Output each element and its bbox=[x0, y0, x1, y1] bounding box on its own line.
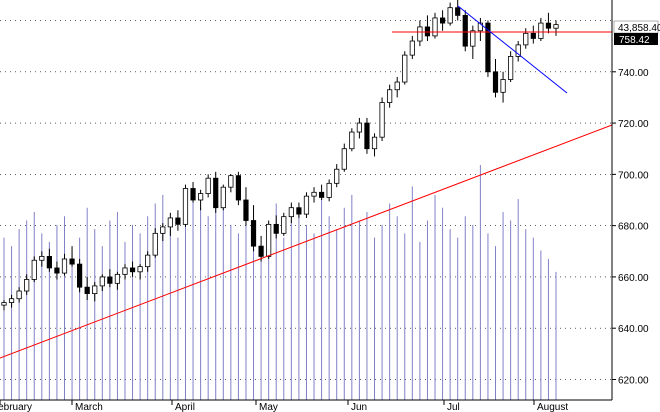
candle-up bbox=[288, 207, 294, 218]
candle-down bbox=[77, 263, 83, 288]
y-tick-label: 640.00 bbox=[618, 324, 649, 335]
y-tick-label: 680.00 bbox=[618, 222, 649, 233]
candle-down bbox=[46, 256, 52, 269]
candle-up bbox=[538, 22, 544, 39]
candle-up bbox=[303, 195, 310, 215]
candle-up bbox=[160, 226, 166, 234]
candles bbox=[1, 0, 559, 311]
candle-down bbox=[545, 22, 552, 29]
candle-up bbox=[220, 186, 226, 209]
candle-up bbox=[417, 26, 423, 42]
candle-down bbox=[492, 71, 499, 93]
candle-down bbox=[273, 223, 279, 234]
y-tick-label: 700.00 bbox=[618, 170, 649, 181]
candle-up bbox=[182, 188, 189, 225]
candle-up bbox=[379, 102, 385, 138]
x-tick-label: February bbox=[0, 402, 32, 412]
candle-up bbox=[16, 290, 22, 300]
candle-up bbox=[8, 298, 15, 303]
candle-up bbox=[99, 276, 105, 287]
time-axis: February March April May Jun Jul August bbox=[0, 400, 568, 412]
candle-down bbox=[107, 276, 113, 284]
candle-up bbox=[356, 122, 362, 133]
candle-down bbox=[530, 32, 536, 39]
candle-down bbox=[439, 17, 446, 24]
y-tick-label: 740.00 bbox=[618, 68, 649, 79]
candle-down bbox=[84, 286, 90, 294]
y-tick-label: 720.00 bbox=[618, 119, 649, 130]
candle-up bbox=[447, 7, 453, 24]
candle-up bbox=[470, 30, 476, 47]
x-tick-label: Jun bbox=[351, 402, 367, 412]
candle-up bbox=[371, 136, 378, 150]
candle-up bbox=[394, 81, 400, 91]
candle-up bbox=[523, 32, 529, 46]
candle-up bbox=[515, 44, 521, 57]
candle-up bbox=[311, 191, 317, 197]
candle-up bbox=[432, 17, 438, 37]
candle-down bbox=[455, 7, 461, 16]
candle-up bbox=[31, 259, 37, 280]
candle-down bbox=[462, 14, 468, 47]
candle-up bbox=[387, 89, 393, 103]
candle-up bbox=[281, 216, 287, 234]
candle-up bbox=[228, 175, 234, 188]
price-tag: 758.42 bbox=[614, 33, 658, 46]
candle-up bbox=[266, 223, 272, 257]
candle-down bbox=[54, 267, 60, 274]
candle-up bbox=[500, 79, 506, 93]
support-trendline bbox=[0, 124, 613, 359]
candle-up bbox=[205, 177, 211, 194]
candle-up bbox=[122, 267, 128, 275]
x-tick-label: March bbox=[75, 402, 103, 412]
candle-up bbox=[92, 285, 98, 294]
candle-up bbox=[114, 273, 121, 284]
candle-down bbox=[485, 22, 491, 73]
candle-up bbox=[409, 40, 415, 56]
x-tick-label: August bbox=[537, 402, 568, 412]
candle-up bbox=[326, 182, 332, 198]
candle-down bbox=[318, 191, 325, 198]
y-tick-label: 620.00 bbox=[618, 375, 649, 386]
candle-up bbox=[402, 54, 408, 83]
candle-up bbox=[334, 168, 340, 184]
candle-down bbox=[190, 188, 196, 201]
candle-down bbox=[296, 207, 302, 215]
volume-readout: 43,858.40 bbox=[618, 23, 660, 34]
candle-up bbox=[349, 131, 355, 150]
candle-up bbox=[553, 24, 559, 29]
candle-up bbox=[152, 232, 158, 256]
downtrend-line bbox=[457, 5, 568, 94]
candle-down bbox=[235, 175, 242, 201]
candle-up bbox=[167, 217, 173, 228]
candle-up bbox=[1, 302, 7, 306]
x-tick-label: May bbox=[259, 402, 278, 412]
candle-up bbox=[61, 258, 68, 274]
candle-down bbox=[258, 245, 264, 257]
price-axis: 620.00 640.00 660.00 680.00 700.00 720.00 740.… bbox=[612, 68, 649, 386]
candle-down bbox=[250, 220, 257, 247]
candle-down bbox=[175, 217, 181, 225]
candle-up bbox=[24, 279, 30, 292]
candle-up bbox=[341, 148, 347, 170]
candle-up bbox=[508, 56, 514, 80]
candle-down bbox=[424, 26, 431, 37]
candle-down bbox=[213, 177, 219, 209]
candle-up bbox=[198, 193, 204, 201]
candle-up bbox=[477, 22, 483, 32]
y-tick-label: 660.00 bbox=[618, 273, 649, 284]
candle-down bbox=[364, 122, 370, 150]
candle-down bbox=[243, 199, 249, 221]
candle-down bbox=[69, 258, 75, 265]
trendlines bbox=[0, 5, 613, 359]
candle-up bbox=[39, 256, 45, 261]
last-price-readout: 758.42 bbox=[619, 35, 650, 46]
volume-tag: 43,858.40 bbox=[613, 20, 660, 34]
x-tick-label: April bbox=[175, 402, 195, 412]
candle-up bbox=[145, 254, 151, 268]
candle-up bbox=[137, 266, 143, 273]
candle-down bbox=[129, 267, 136, 273]
x-tick-label: Jul bbox=[447, 402, 460, 412]
